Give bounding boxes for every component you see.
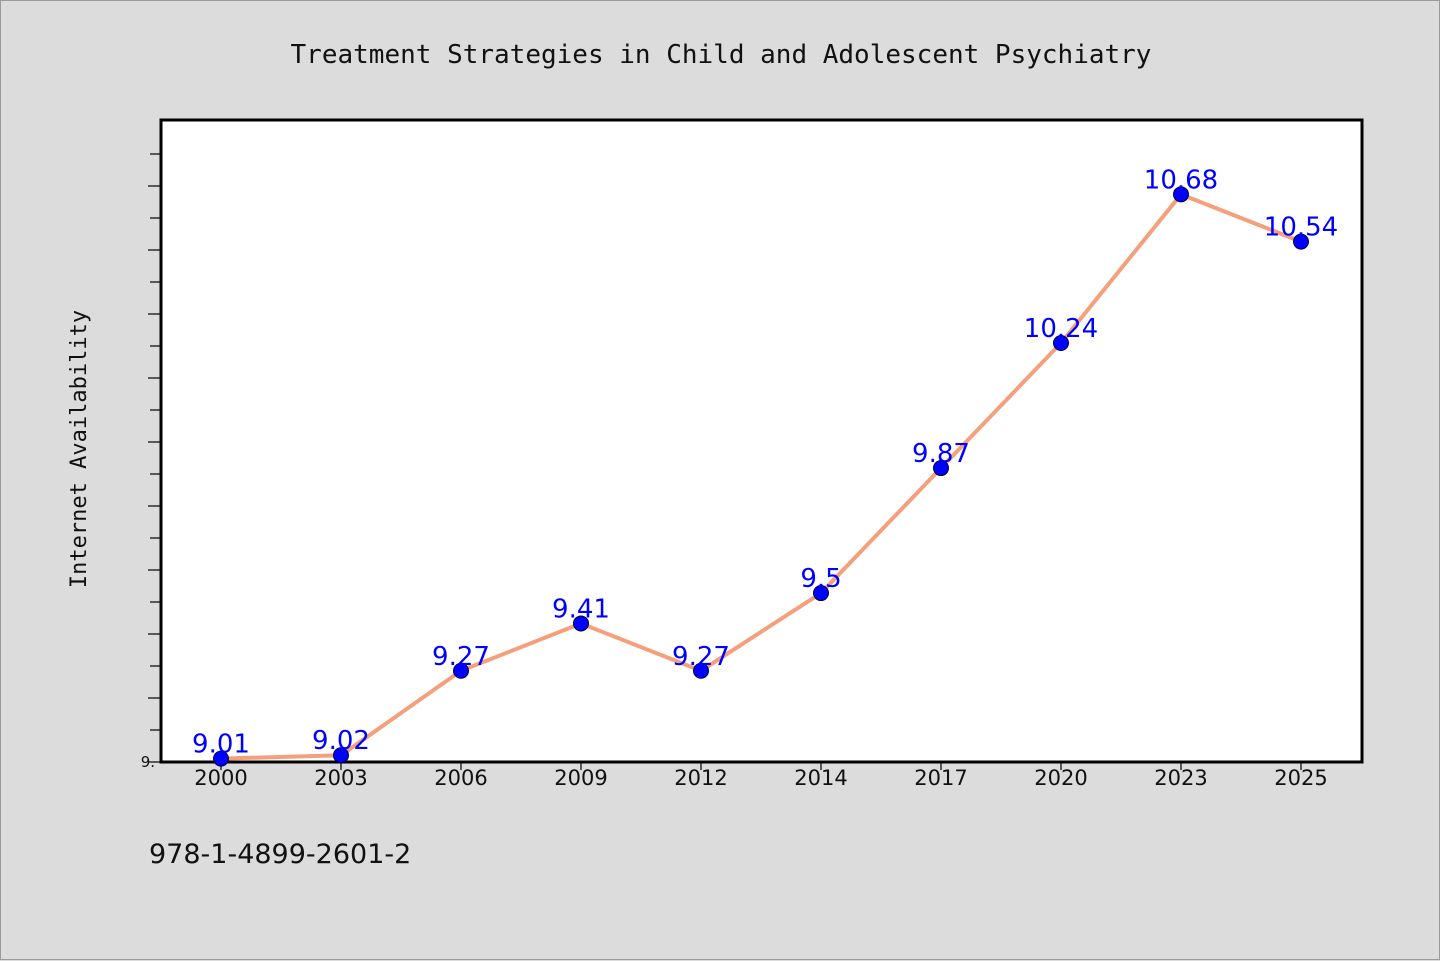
data-label: 10.54 [1264, 213, 1338, 243]
series-layer [213, 186, 1309, 767]
data-point [933, 460, 949, 477]
x-tick-label: 2014 [794, 766, 847, 790]
x-tick-label: 2023 [1154, 766, 1207, 790]
y-tick-label: 9. [141, 753, 155, 771]
data-point [333, 747, 349, 764]
data-label: 9.01 [192, 730, 250, 760]
x-tick-label: 2025 [1274, 766, 1327, 790]
data-label: 9.41 [552, 594, 610, 624]
plot-area [159, 118, 1364, 764]
data-point [813, 585, 829, 602]
data-point [1293, 233, 1309, 250]
data-label: 9.27 [432, 642, 490, 672]
y-axis-label: Internet Availability [67, 310, 92, 588]
data-point [453, 662, 469, 679]
chart-title: Treatment Strategies in Child and Adoles… [291, 40, 1152, 70]
data-label: 10.68 [1144, 165, 1218, 195]
x-tick-label: 2003 [314, 766, 367, 790]
x-tick-label: 2006 [434, 766, 487, 790]
data-point [213, 750, 229, 767]
data-labels: 9.01 9.02 9.27 9.41 9.27 9.5 9.87 10.24 10.68 10.… [192, 165, 1338, 759]
y-axis-ticks: 9. [141, 153, 161, 771]
data-label: 10.24 [1024, 314, 1098, 344]
x-tick-label: 2009 [554, 766, 607, 790]
footer-code: 978-1-4899-2601-2 [149, 839, 411, 870]
x-axis-ticks: 2000 2003 2006 2009 2012 2014 2017 2020 2023 2025 [194, 762, 1328, 790]
data-label: 9.5 [800, 564, 841, 594]
series-line [219, 192, 1303, 761]
x-tick-label: 2017 [914, 766, 967, 790]
data-point [1173, 186, 1189, 203]
data-label: 9.27 [672, 642, 730, 672]
x-tick-label: 2000 [194, 766, 247, 790]
x-tick-label: 2012 [674, 766, 727, 790]
data-point [573, 615, 589, 632]
data-point [693, 662, 709, 679]
x-tick-label: 2020 [1034, 766, 1087, 790]
data-label: 9.02 [312, 726, 370, 756]
data-label: 9.87 [912, 439, 970, 469]
data-point [1053, 335, 1069, 352]
